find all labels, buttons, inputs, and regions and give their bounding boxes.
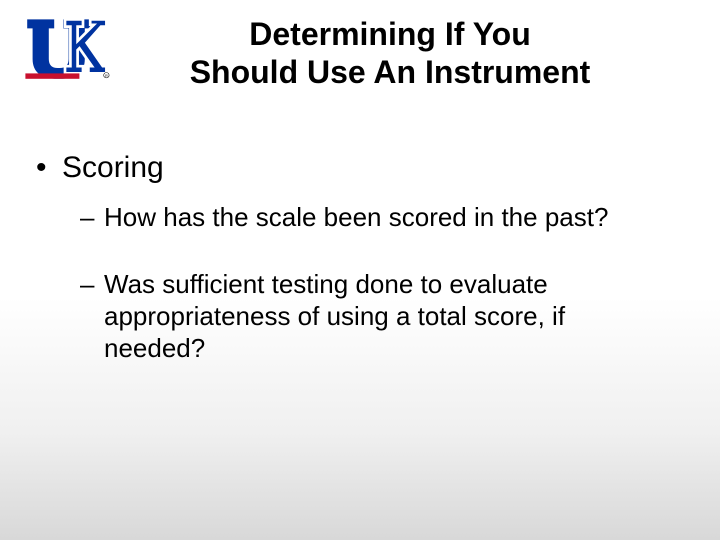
bullet-text: How has the scale been scored in the pas… bbox=[104, 202, 644, 234]
dash-marker: – bbox=[80, 269, 104, 364]
bullet-text: Scoring bbox=[62, 150, 164, 186]
bullet-text: Was sufficient testing done to evaluate … bbox=[104, 269, 644, 364]
title-line-1: Determining If You bbox=[249, 16, 531, 52]
bullet-level-2: – Was sufficient testing done to evaluat… bbox=[80, 269, 680, 364]
slide-title: Determining If You Should Use An Instrum… bbox=[150, 12, 630, 92]
bullet-level-1: • Scoring bbox=[32, 150, 680, 186]
slide-header: R Determining If You Should Use An Instr… bbox=[0, 0, 720, 92]
slide-body: • Scoring – How has the scale been score… bbox=[0, 92, 720, 365]
dash-marker: – bbox=[80, 202, 104, 234]
bullet-level-2: – How has the scale been scored in the p… bbox=[80, 202, 680, 234]
svg-text:R: R bbox=[105, 74, 108, 78]
uk-logo: R bbox=[20, 12, 110, 88]
title-line-2: Should Use An Instrument bbox=[190, 54, 591, 90]
bullet-marker: • bbox=[32, 150, 62, 186]
slide: R Determining If You Should Use An Instr… bbox=[0, 0, 720, 540]
